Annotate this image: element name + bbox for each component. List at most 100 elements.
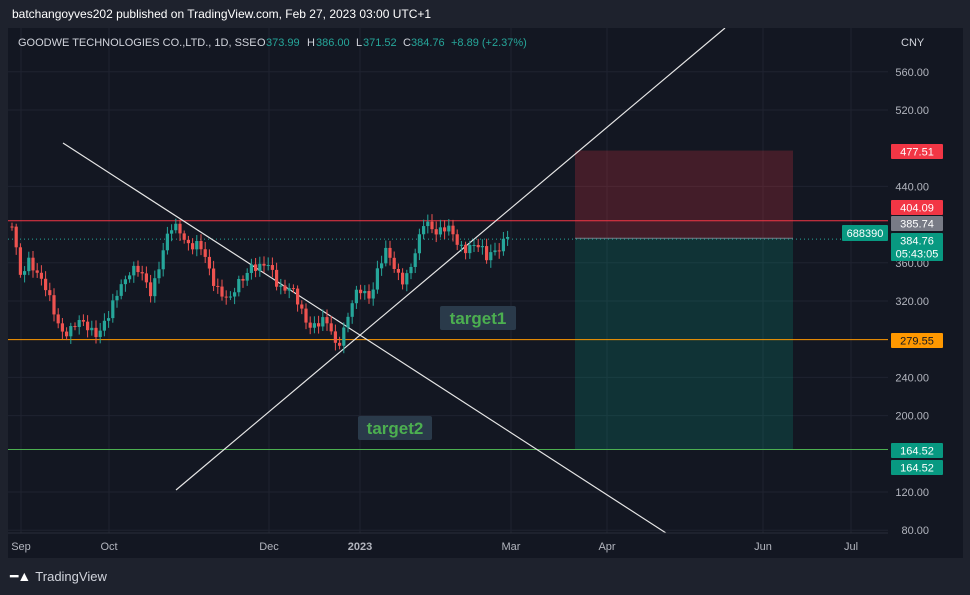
candle-body	[216, 285, 220, 287]
candle-body	[459, 244, 463, 246]
price-label-box	[891, 200, 943, 215]
candle-body	[493, 250, 497, 253]
candle-body	[136, 265, 140, 273]
open-value: 373.99	[266, 37, 300, 49]
candle-body	[241, 278, 245, 281]
candle-body	[405, 273, 409, 285]
price-label-box	[891, 216, 943, 231]
change-value: +8.89 (+2.37%)	[451, 37, 527, 49]
candle-body	[94, 327, 98, 337]
horizontal-levels	[8, 220, 888, 450]
candle-body	[237, 278, 241, 293]
risk-reward-zones	[575, 150, 793, 450]
open-label: O	[257, 37, 266, 49]
candle-body	[287, 288, 291, 291]
annotation-box	[358, 416, 432, 440]
low-label: L	[356, 37, 362, 49]
footer[interactable]: ━▲ TradingView	[10, 568, 107, 585]
candle-body	[380, 263, 384, 269]
candle-body	[426, 221, 430, 227]
candle-body	[161, 250, 165, 270]
candle-body	[480, 246, 484, 248]
candle-body	[228, 296, 232, 298]
candle-body	[443, 227, 447, 232]
candle-body	[396, 268, 400, 273]
candle-body	[52, 295, 56, 315]
candle-body	[56, 314, 60, 324]
candle-body	[27, 257, 31, 272]
x-tick-label: Jul	[844, 541, 858, 553]
candle-body	[128, 275, 132, 280]
low-value: 371.52	[363, 37, 397, 49]
x-tick-label: Mar	[502, 541, 521, 553]
candle-body	[464, 244, 468, 254]
candle-body	[401, 272, 405, 285]
high-value: 386.00	[316, 37, 350, 49]
candle-body	[157, 269, 161, 279]
publisher-caption: batchangoyves202 published on TradingVie…	[12, 7, 432, 21]
candle-body	[409, 266, 413, 274]
candle-body	[489, 252, 493, 261]
candle-body	[392, 257, 396, 269]
candle-body	[384, 247, 388, 264]
candle-body	[501, 238, 505, 252]
price-label-box	[891, 333, 943, 348]
candle-body	[275, 269, 279, 287]
tradingview-logo-icon: ━▲	[10, 568, 31, 584]
descending-trendline	[62, 142, 667, 534]
candle-body	[375, 268, 379, 290]
candle-body	[422, 226, 426, 235]
candle-body	[468, 245, 472, 254]
candle-body	[153, 278, 157, 297]
candle-body	[224, 296, 228, 298]
y-axis: 560.00520.00440.00360.00320.00240.00200.…	[842, 67, 943, 537]
candle-body	[48, 290, 52, 296]
candle-body	[182, 233, 186, 240]
y-tick-label: 240.00	[895, 372, 929, 384]
candle-body	[249, 264, 253, 273]
candle-body	[262, 263, 266, 266]
x-tick-label: Apr	[598, 541, 615, 553]
candle-body	[233, 292, 237, 297]
x-tick-label: Oct	[100, 541, 117, 553]
candle-body	[359, 289, 363, 294]
y-tick-label: 120.00	[895, 487, 929, 499]
candle-body	[367, 291, 371, 299]
chart-area[interactable]: target1 target2 560.00 520.00 440.00 360.00 3…	[8, 28, 963, 558]
candle-body	[300, 304, 304, 309]
candle-body	[388, 247, 392, 258]
candle-body	[279, 285, 283, 287]
candle-body	[81, 320, 85, 322]
candle-body	[35, 270, 39, 273]
price-label-box	[891, 233, 943, 248]
candle-body	[140, 272, 144, 274]
candle-body	[329, 323, 333, 332]
candle-body	[308, 322, 312, 328]
candle-body	[451, 225, 455, 235]
y-tick-label: 560.00	[895, 67, 929, 79]
high-label: H	[307, 37, 315, 49]
candle-body	[186, 239, 190, 244]
volume-label-box	[842, 225, 888, 241]
symbol-label: GOODWE TECHNOLOGIES CO.,LTD., 1D, SSE	[18, 37, 257, 49]
annotation-target1: target1	[450, 309, 507, 328]
price-label-box	[891, 443, 943, 458]
candle-body	[18, 247, 22, 275]
price-label: 05:43:05	[896, 249, 939, 261]
take-profit-zone	[575, 238, 793, 450]
price-label: 477.51	[900, 147, 934, 159]
candle-body	[283, 285, 287, 291]
candle-body	[333, 331, 337, 343]
candle-body	[10, 226, 14, 228]
candle-body	[506, 236, 510, 239]
candle-body	[102, 320, 106, 331]
candle-body	[485, 246, 489, 261]
candle-body	[434, 229, 438, 235]
candle-body	[220, 286, 224, 297]
candle-body	[447, 225, 451, 232]
candle-body	[123, 279, 127, 285]
candle-body	[266, 265, 270, 267]
candle-body	[270, 265, 274, 270]
candle-body	[455, 234, 459, 245]
